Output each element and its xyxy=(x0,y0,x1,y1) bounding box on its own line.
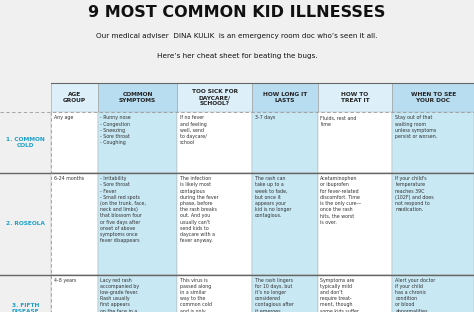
Text: Acetaminophen
or ibuprofen
for fever-related
discomfort. Time
is the only cure—
: Acetaminophen or ibuprofen for fever-rel… xyxy=(320,176,362,225)
Bar xyxy=(392,275,474,312)
Text: Stay out of that
waiting room
unless symptoms
persist or worsen.: Stay out of that waiting room unless sym… xyxy=(395,115,438,139)
Bar xyxy=(318,173,392,275)
Bar xyxy=(0,173,51,275)
Bar xyxy=(177,83,252,112)
Bar xyxy=(98,112,177,173)
Text: 3-7 days: 3-7 days xyxy=(255,115,275,120)
Text: - Runny nose
- Congestion
- Sneezing
- Sore throat
- Coughing: - Runny nose - Congestion - Sneezing - S… xyxy=(100,115,131,145)
Text: Our medical adviser  DINA KULIK  is an emergency room doc who’s seen it all.: Our medical adviser DINA KULIK is an eme… xyxy=(96,33,378,39)
Bar xyxy=(98,83,177,112)
Text: This virus is
passed along
in a similar
way to the
common cold
and is only: This virus is passed along in a similar … xyxy=(180,278,212,312)
Text: HOW LONG IT
LASTS: HOW LONG IT LASTS xyxy=(263,92,307,103)
Text: Any age: Any age xyxy=(54,115,73,120)
Text: Fluids, rest and
time: Fluids, rest and time xyxy=(320,115,357,127)
Text: 2. ROSEOLA: 2. ROSEOLA xyxy=(6,221,45,227)
Text: AGE
GROUP: AGE GROUP xyxy=(63,92,86,103)
Bar xyxy=(177,173,252,275)
Bar xyxy=(318,112,392,173)
Text: HOW TO
TREAT IT: HOW TO TREAT IT xyxy=(341,92,369,103)
Text: The infection
is likely most
contagious
during the fever
phase, before
the rash : The infection is likely most contagious … xyxy=(180,176,219,243)
Bar xyxy=(392,173,474,275)
Bar xyxy=(252,173,318,275)
Text: Alert your doctor
if your child
has a chronic
condition
or blood
abnormalities.: Alert your doctor if your child has a ch… xyxy=(395,278,436,312)
Text: Symptoms are
typically mild
and don't
require treat-
ment, though
some kids suff: Symptoms are typically mild and don't re… xyxy=(320,278,359,312)
Bar xyxy=(51,83,98,112)
Text: If your child's
temperature
reaches 39C
(102F) and does
not respond to
medicatio: If your child's temperature reaches 39C … xyxy=(395,176,434,212)
Text: WHEN TO SEE
YOUR DOC: WHEN TO SEE YOUR DOC xyxy=(410,92,456,103)
Bar xyxy=(98,173,177,275)
Bar xyxy=(177,275,252,312)
Bar xyxy=(318,83,392,112)
Text: Here’s her cheat sheet for beating the bugs.: Here’s her cheat sheet for beating the b… xyxy=(157,53,317,59)
Bar xyxy=(392,83,474,112)
Text: 9 MOST COMMON KID ILLNESSES: 9 MOST COMMON KID ILLNESSES xyxy=(88,5,386,20)
Text: Lacy red rash
accompanied by
low-grade fever.
Rash usually
first appears
on the : Lacy red rash accompanied by low-grade f… xyxy=(100,278,140,312)
Text: 4-8 years: 4-8 years xyxy=(54,278,76,283)
Text: - Irritability
- Sore throat
- Fever
- Small red spots
(on the trunk, face,
neck: - Irritability - Sore throat - Fever - S… xyxy=(100,176,146,243)
Bar xyxy=(0,275,51,312)
Bar xyxy=(98,275,177,312)
Text: COMMON
SYMPTOMS: COMMON SYMPTOMS xyxy=(119,92,156,103)
Bar xyxy=(51,275,98,312)
Bar xyxy=(51,173,98,275)
Text: The rash can
take up to a
week to fade,
but once it
appears your
kid is no longe: The rash can take up to a week to fade, … xyxy=(255,176,292,218)
Text: 3. FIFTH
DISEASE: 3. FIFTH DISEASE xyxy=(12,303,39,312)
Bar xyxy=(51,112,98,173)
Bar xyxy=(318,275,392,312)
Bar xyxy=(0,83,51,112)
Bar xyxy=(252,83,318,112)
Text: The rash lingers
for 10 days, but
it's no longer
considered
contagious after
it : The rash lingers for 10 days, but it's n… xyxy=(255,278,294,312)
Text: TOO SICK FOR
DAYCARE/
SCHOOL?: TOO SICK FOR DAYCARE/ SCHOOL? xyxy=(191,89,238,106)
Text: If no fever
and feeling
well, send
to daycare/
school: If no fever and feeling well, send to da… xyxy=(180,115,207,145)
Bar xyxy=(392,112,474,173)
Bar xyxy=(252,112,318,173)
Bar xyxy=(252,275,318,312)
Text: 6-24 months: 6-24 months xyxy=(54,176,84,181)
Bar xyxy=(0,112,51,173)
Text: 1. COMMON
COLD: 1. COMMON COLD xyxy=(6,137,45,148)
Bar xyxy=(177,112,252,173)
